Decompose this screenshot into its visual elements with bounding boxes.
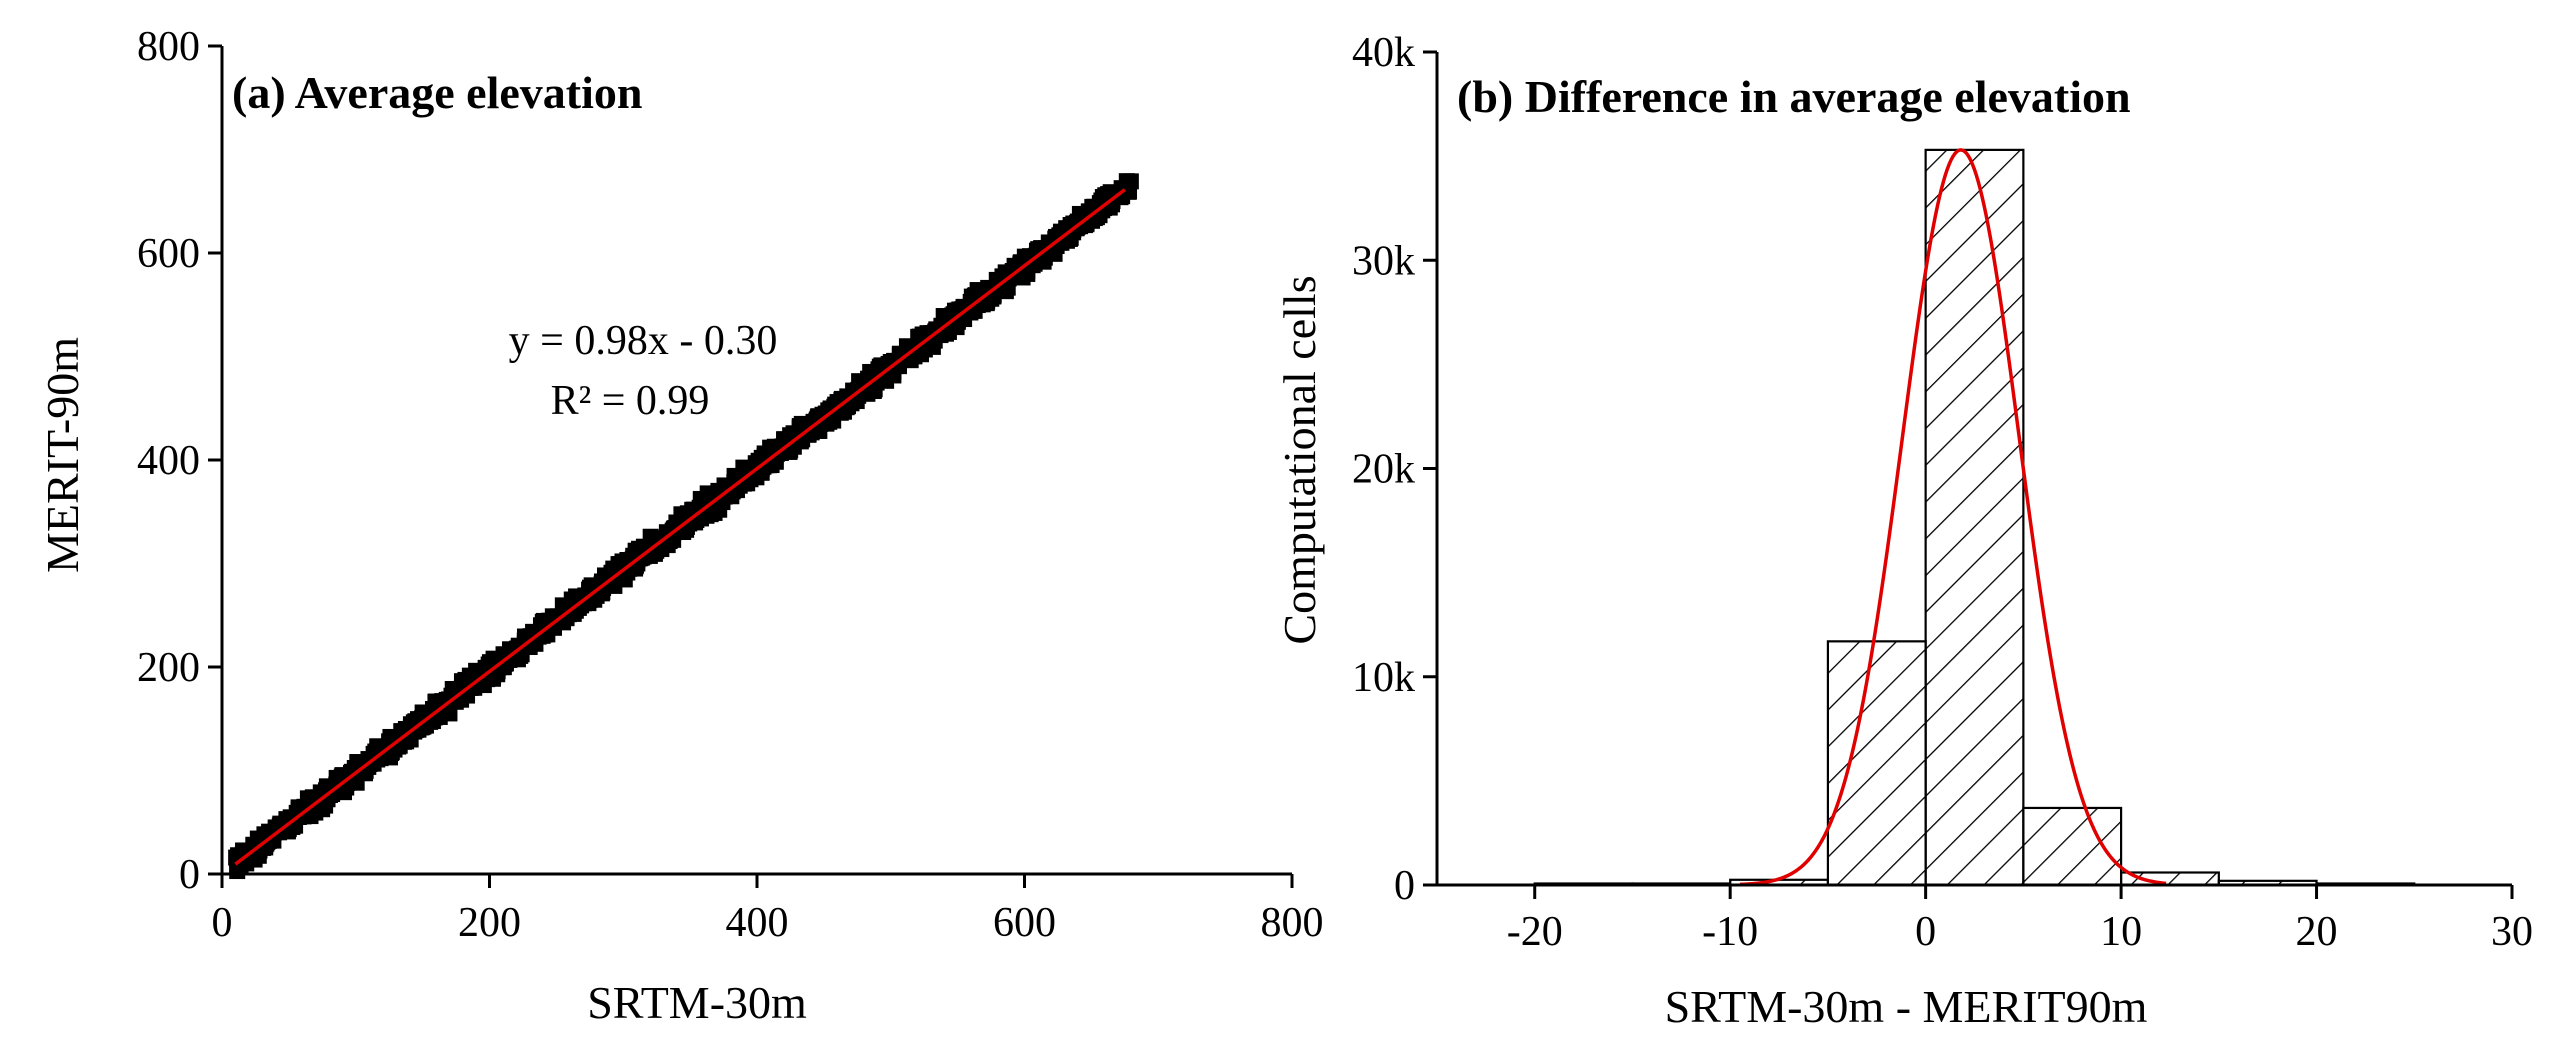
histogram-bar: [2119, 871, 2220, 887]
scatter-y-axis-title: MERIT-90m: [37, 337, 88, 573]
scatter-x-tick-label: 600: [993, 900, 1056, 946]
histogram-panel-title: (b) Difference in average elevation: [1457, 71, 2131, 122]
histogram-bar: [1826, 640, 1927, 887]
histogram-bar: [2022, 806, 2123, 887]
r-squared-label: R² = 0.99: [551, 378, 710, 424]
scatter-y-tick-label: 600: [137, 231, 200, 277]
histogram-bars: [1533, 148, 2416, 887]
scatter-y-tick-label: 200: [137, 645, 200, 691]
fit-equation: y = 0.98x - 0.30: [509, 318, 778, 364]
scatter-panel-title: (a) Average elevation: [232, 67, 642, 118]
histogram-ticks: -20 -10 0 10 20 30 0 10k 20k 30k 40k: [1352, 30, 2533, 955]
scatter-ticks: 0 200 400 600 800 0 200 400 600 800: [137, 24, 1324, 946]
scatter-y-tick-label: 800: [137, 24, 200, 70]
histogram-x-tick-label: 10: [2100, 909, 2142, 955]
histogram-x-tick-label: -20: [1507, 909, 1563, 955]
histogram-panel: -20 -10 0 10 20 30 0 10k 20k 30k 40k (b) Differenc…: [1274, 30, 2533, 1032]
scatter-point: [826, 398, 843, 415]
scatter-x-axis-title: SRTM-30m: [587, 977, 807, 1028]
histogram-bar: [1924, 148, 2025, 887]
normal-fit-curve: [1739, 148, 2167, 887]
histogram-y-tick-label: 30k: [1352, 238, 1415, 284]
histogram-y-tick-label: 40k: [1352, 30, 1415, 76]
scatter-x-tick-label: 0: [212, 900, 233, 946]
histogram-y-tick-label: 10k: [1352, 655, 1415, 701]
histogram-y-tick-label: 20k: [1352, 447, 1415, 493]
scatter-y-tick-label: 0: [179, 852, 200, 898]
scatter-point: [1121, 183, 1138, 200]
scatter-point: [336, 777, 353, 794]
scatter-x-tick-label: 400: [726, 900, 789, 946]
scatter-point: [534, 627, 551, 644]
histogram-x-tick-label: 20: [2296, 909, 2338, 955]
histogram-x-tick-label: 0: [1915, 909, 1936, 955]
scatter-point: [616, 564, 633, 581]
scatter-point: [599, 570, 616, 587]
scatter-x-tick-label: 200: [458, 900, 521, 946]
scatter-y-tick-label: 400: [137, 438, 200, 484]
scatter-fit-line: [234, 188, 1126, 866]
scatter-x-tick-label: 800: [1261, 900, 1324, 946]
histogram-y-axis-title: Computational cells: [1274, 275, 1325, 644]
histogram-y-tick-label: 0: [1394, 863, 1415, 909]
histogram-x-tick-label: -10: [1702, 909, 1758, 955]
scatter-point: [997, 283, 1014, 300]
scatter-point: [702, 492, 719, 509]
histogram-x-axis-title: SRTM-30m - MERIT90m: [1665, 981, 2148, 1032]
scatter-panel: 0 200 400 600 800 0 200 400 600 800 (a) Average e…: [37, 24, 1324, 1028]
histogram-x-tick-label: 30: [2491, 909, 2533, 955]
